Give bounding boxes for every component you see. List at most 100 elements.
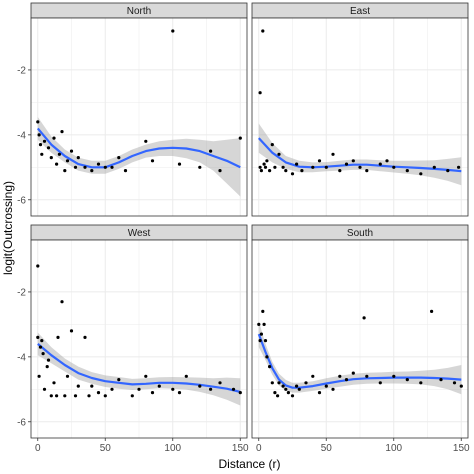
data-point [83,165,87,169]
data-point [258,339,262,343]
data-point [405,169,409,173]
data-point [419,172,423,176]
data-point [276,394,280,398]
data-point [36,264,40,268]
data-point [171,29,175,33]
data-point [392,165,396,169]
panel-border [30,17,248,217]
data-point [218,169,222,173]
data-point [157,384,161,388]
data-point [238,136,242,140]
data-point [258,91,262,95]
data-point [259,169,263,173]
data-point [69,149,74,153]
data-point [365,169,369,173]
data-point [331,387,335,391]
data-point [259,332,263,336]
x-tick-label: 100 [164,443,181,454]
confidence-band-south [258,321,462,395]
data-point [311,374,315,378]
data-point [257,322,261,326]
data-point [41,352,45,356]
confidence-band-east [258,123,462,186]
data-point [46,146,51,150]
data-point [358,165,362,169]
data-point [351,159,355,163]
data-point [110,165,114,169]
data-point [123,169,128,173]
data-point [209,387,213,391]
data-point [295,162,299,166]
panel-border [251,17,469,217]
data-point [209,149,213,153]
data-point [103,394,107,398]
data-point [137,387,141,391]
data-point [405,378,409,382]
y-tick-label: -6 [17,195,26,206]
data-point [90,169,94,173]
smooth-line-north [36,127,241,169]
data-point [38,143,43,147]
data-point [52,136,56,140]
data-point [263,165,268,169]
data-point [338,169,342,173]
data-point [144,374,148,378]
data-point [73,165,78,169]
data-point [430,309,434,313]
x-tick-label: 100 [385,443,402,454]
panel-south: South 0 50 100 150 [251,224,470,454]
data-point [295,384,299,388]
data-point [419,381,423,385]
data-point [270,381,274,385]
panel-west: West -2 -4 -6 0 50 100 150 [17,224,249,454]
x-axis-title: Distance (r) [218,457,280,471]
data-point [57,152,62,156]
data-point [73,394,78,398]
x-tick-label: 0 [35,443,41,454]
data-point [378,162,382,166]
data-point [218,381,222,385]
data-point [63,169,67,173]
panel-border [251,239,469,439]
data-point [362,316,366,320]
y-tick-label: -2 [17,287,26,298]
data-point [351,371,355,375]
data-point [171,387,175,391]
data-point [37,374,41,378]
y-tick-label: -4 [17,130,26,141]
data-point [87,394,91,398]
data-point [270,143,274,147]
data-point [96,391,101,395]
data-point [378,381,382,385]
smooth-line-east [257,137,462,173]
data-point [385,159,389,163]
y-tick-label: -6 [17,417,26,428]
data-point [83,335,87,339]
confidence-band-north [37,117,241,197]
data-point [290,172,295,176]
data-point [263,339,268,343]
data-point [439,378,443,382]
data-point [144,139,148,143]
data-point [284,169,288,173]
data-point [297,387,301,391]
confidence-band-west [37,332,241,406]
data-point [49,156,53,160]
data-point [117,378,121,382]
data-point [177,391,182,395]
data-point [55,162,59,166]
data-point [281,165,285,169]
y-tick-label: -4 [17,352,26,363]
data-point [52,381,56,385]
data-point [459,384,463,388]
data-point [63,394,67,398]
data-point [304,381,308,385]
data-point [65,374,70,378]
data-point [90,384,94,388]
data-point [261,309,265,313]
data-point [150,159,155,163]
data-point [40,339,44,343]
data-point [262,162,266,166]
data-point [281,384,285,388]
data-point [317,391,322,395]
